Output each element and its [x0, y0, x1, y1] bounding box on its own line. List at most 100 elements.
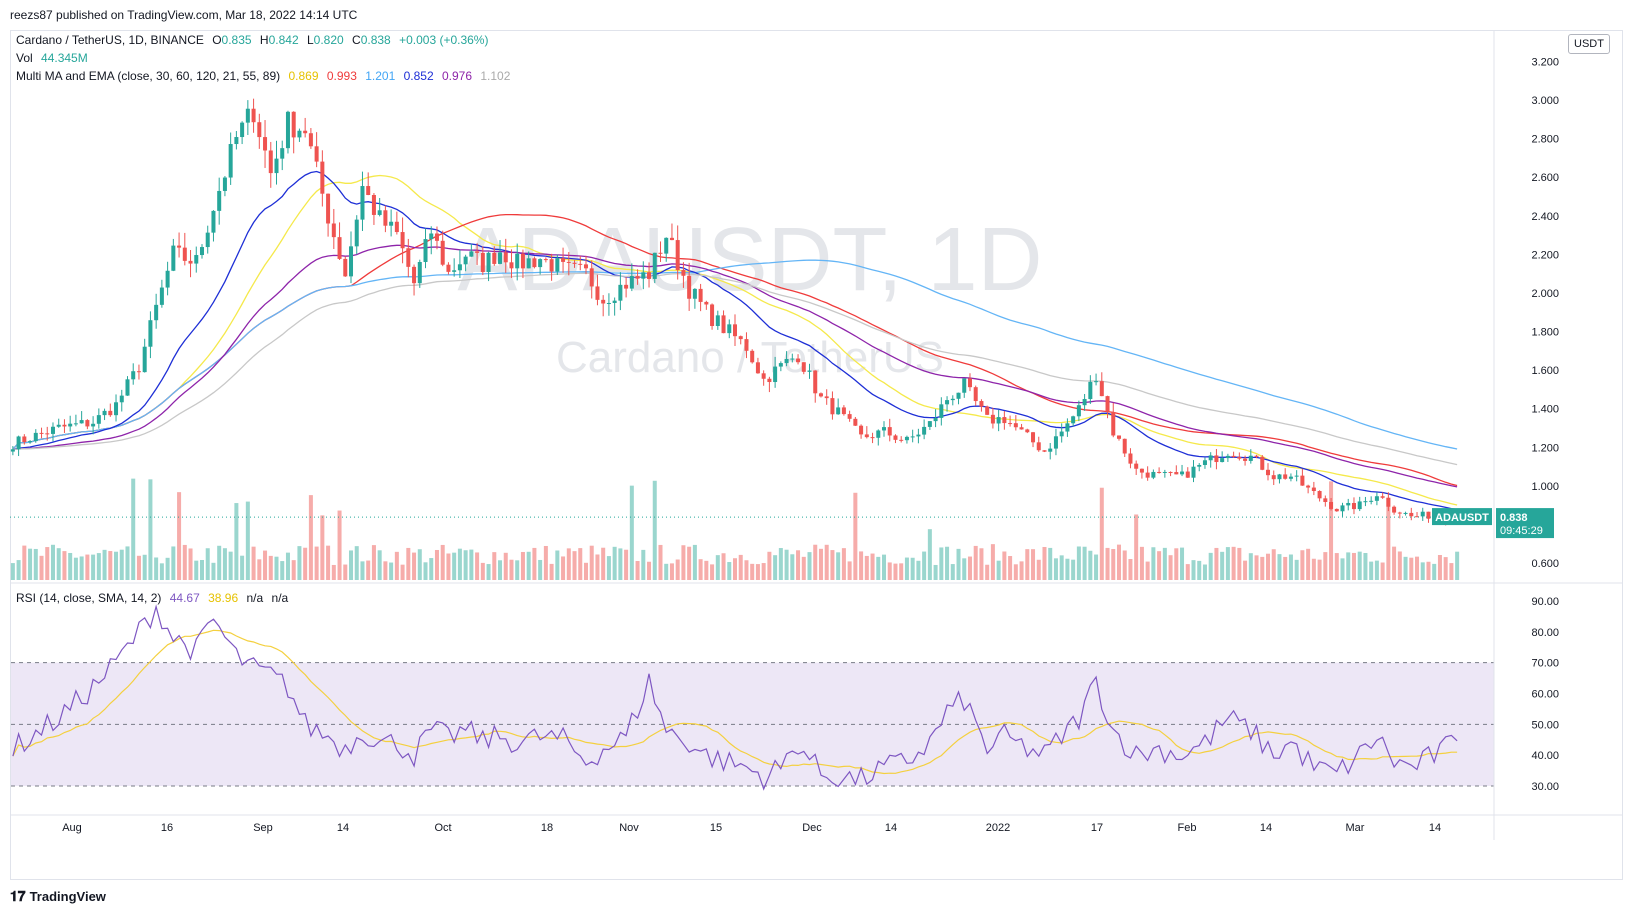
candle-body: [177, 245, 182, 248]
candle-body: [583, 264, 588, 269]
candle-body: [199, 247, 205, 256]
volume-bar: [1162, 547, 1167, 580]
price-tick-label: 2.000: [1531, 288, 1559, 300]
candle-body: [10, 449, 15, 452]
candle-body: [343, 258, 348, 277]
rsi-tick-label: 90.00: [1531, 596, 1559, 608]
volume-bar: [796, 550, 801, 580]
candle-body: [240, 122, 245, 138]
ma-value-3: 0.852: [403, 69, 434, 83]
candle-body: [1036, 442, 1041, 451]
candle-body: [612, 300, 617, 303]
candle-body: [561, 258, 566, 262]
candle-body: [647, 272, 652, 279]
volume-bar: [761, 563, 766, 580]
volume-bar: [148, 479, 153, 580]
candle-body: [818, 393, 823, 397]
candle-body: [165, 270, 170, 288]
candle-body: [1392, 506, 1397, 513]
candle-body: [1111, 411, 1116, 436]
volume-bar: [818, 548, 823, 580]
candle-body: [1042, 450, 1047, 452]
volume-bar: [194, 560, 199, 580]
volume-bar: [1122, 550, 1127, 580]
candle-body: [1369, 500, 1374, 502]
volume-bar: [910, 557, 915, 580]
candle-body: [1311, 487, 1316, 492]
candle-body: [263, 137, 268, 151]
volume-bar: [257, 559, 262, 580]
price-tick-label: 2.800: [1531, 134, 1559, 146]
time-tick-label: Aug: [62, 822, 82, 834]
volume-bar: [320, 515, 325, 580]
volume-bar: [658, 544, 663, 580]
volume-bar: [801, 556, 806, 580]
volume-bar: [922, 551, 927, 580]
volume-bar: [1071, 559, 1076, 580]
candle-body: [85, 420, 90, 427]
candle-body: [268, 150, 273, 174]
candle-body: [1065, 423, 1070, 432]
volume-bar: [629, 485, 634, 580]
volume-bar: [251, 546, 256, 580]
candle-body: [274, 158, 279, 174]
volume-bar: [423, 562, 428, 580]
last-price-symbol-box: [1432, 508, 1492, 526]
volume-bar: [222, 548, 227, 580]
volume-bar: [1088, 550, 1093, 580]
volume-bar: [1139, 546, 1144, 580]
volume-bar: [1214, 547, 1219, 580]
volume-bar: [985, 564, 990, 580]
candle-body: [469, 251, 474, 257]
candle-body: [337, 237, 342, 259]
volume-bar: [727, 562, 732, 580]
time-tick-label: 14: [1260, 822, 1272, 834]
time-tick-label: 17: [1091, 822, 1103, 834]
candle-body: [257, 122, 262, 138]
candle-body: [1128, 453, 1133, 464]
candle-body: [434, 233, 439, 241]
currency-button[interactable]: USDT: [1568, 34, 1610, 54]
candle-body: [796, 358, 801, 363]
candle-body: [1397, 512, 1402, 514]
volume-bar: [990, 544, 995, 580]
rsi-legend: RSI (14, close, SMA, 14, 2) 44.67 38.96 …: [16, 591, 293, 605]
legend-close: C0.838: [352, 33, 391, 47]
candle-body: [755, 362, 760, 374]
candle-body: [956, 392, 961, 399]
volume-bar: [1099, 487, 1104, 580]
ma-line-ma-30: [12, 174, 1458, 506]
candle-body: [1271, 475, 1276, 480]
volume-bar: [1277, 554, 1282, 580]
volume-bar: [618, 548, 623, 580]
volume-bar: [10, 563, 15, 580]
ma-legend: Multi MA and EMA (close, 30, 60, 120, 21…: [16, 69, 515, 83]
candle-body: [285, 111, 290, 149]
volume-bar: [1340, 558, 1345, 580]
volume-bar: [1260, 556, 1265, 580]
time-tick-label: 16: [161, 822, 173, 834]
volume-bar: [234, 503, 239, 580]
candle-body: [114, 402, 119, 416]
volume-bar: [1403, 556, 1408, 580]
candle-body: [429, 233, 434, 240]
volume-bar: [710, 564, 715, 580]
volume-bar: [217, 545, 222, 580]
candle-body: [79, 420, 84, 424]
candle-body: [899, 439, 904, 441]
volume-bar: [515, 560, 520, 580]
symbol-legend: Cardano / TetherUS, 1D, BINANCE O0.835 H…: [16, 33, 493, 47]
ma-label: Multi MA and EMA (close, 30, 60, 120, 21…: [16, 69, 281, 83]
candle-body: [108, 410, 113, 416]
volume-bar: [303, 547, 308, 580]
candle-body: [1380, 496, 1385, 498]
volume-bar: [859, 551, 864, 580]
candle-body: [773, 366, 778, 383]
candle-body: [1139, 468, 1144, 473]
candle-body: [1265, 469, 1271, 476]
volume-bar: [182, 544, 187, 580]
last-price-box: [1496, 508, 1554, 539]
volume-bar: [228, 551, 233, 580]
candle-body: [595, 286, 600, 300]
